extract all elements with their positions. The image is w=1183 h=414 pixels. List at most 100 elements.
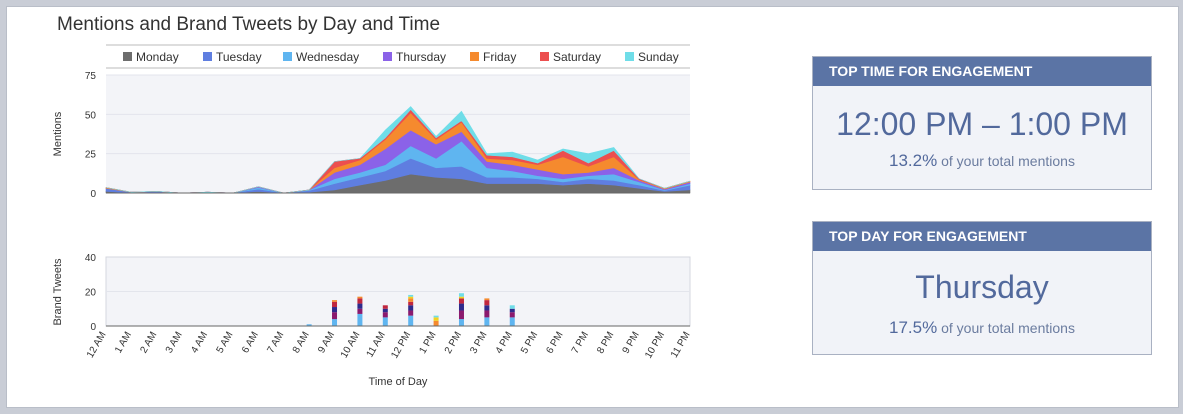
bar-segment <box>484 317 490 326</box>
bar-segment <box>382 305 388 309</box>
bar-segment <box>433 317 439 321</box>
bar-xtick-label: 12 AM <box>85 330 109 360</box>
bar-segment <box>332 312 338 320</box>
bar-segment <box>408 305 414 311</box>
bar-segment <box>509 312 515 318</box>
chart-title: Mentions and Brand Tweets by Day and Tim… <box>57 14 441 35</box>
bar-segment <box>357 313 363 326</box>
bar-segment <box>382 317 388 326</box>
area-ytick-label: 50 <box>85 110 97 121</box>
top-time-value: 12:00 PM – 1:00 PM <box>836 106 1128 142</box>
bar-xtick-label: 1 AM <box>113 330 134 355</box>
bar-xtick-label: 12 PM <box>389 330 413 361</box>
bar-segment <box>484 300 490 306</box>
bar-segment <box>382 308 388 313</box>
bar-ytick-label: 20 <box>85 288 97 299</box>
area-series-sunday <box>105 106 691 194</box>
top-day-percent: 17.5% <box>889 318 938 337</box>
top-day-card-header: TOP DAY FOR ENGAGEMENT <box>813 222 1151 251</box>
bar-xtick-label: 7 PM <box>570 330 591 356</box>
bar-xtick-label: 2 PM <box>443 330 464 356</box>
top-time-percent: 13.2% <box>889 151 938 170</box>
legend-swatch-saturday <box>540 52 549 61</box>
bar-xtick-label: 3 PM <box>468 330 489 356</box>
top-day-card: TOP DAY FOR ENGAGEMENT Thursday 17.5% of… <box>812 221 1152 355</box>
bar-segment <box>332 307 338 313</box>
bar-xtick-label: 11 AM <box>365 330 388 359</box>
bar-xtick-label: 10 AM <box>339 330 363 360</box>
bar-ytick-label: 40 <box>85 253 97 264</box>
bar-segment <box>357 308 363 314</box>
bar-segment <box>433 315 439 318</box>
legend-label-thursday: Thursday <box>396 50 446 64</box>
top-day-value: Thursday <box>915 269 1049 305</box>
bar-xtick-label: 10 PM <box>643 330 667 361</box>
bar-segment <box>458 319 464 326</box>
legend-swatch-thursday <box>383 52 392 61</box>
bar-segment <box>509 305 515 309</box>
area-ytick-label: 0 <box>90 189 96 200</box>
bar-segment <box>433 320 439 326</box>
bar-segment <box>382 312 388 318</box>
bar-segment <box>484 298 490 301</box>
bar-segment <box>306 324 312 326</box>
bar-xtick-label: 2 AM <box>138 330 159 355</box>
bar-xtick-label: 9 PM <box>621 330 642 356</box>
bar-segment <box>357 296 363 299</box>
bar-xtick-label: 6 PM <box>544 330 565 356</box>
bar-xlabel: Time of Day <box>369 376 428 388</box>
area-ytick-label: 75 <box>85 71 97 82</box>
bar-xtick-label: 6 AM <box>240 330 261 355</box>
bar-segment <box>458 296 464 299</box>
top-time-sub-label: of your total mentions <box>937 153 1075 169</box>
bar-xtick-label: 4 AM <box>189 330 210 355</box>
bar-segment <box>408 301 414 306</box>
bar-xtick-label: 4 PM <box>494 330 515 356</box>
bar-xtick-label: 8 AM <box>291 330 312 355</box>
bar-segment <box>484 305 490 311</box>
bar-segment <box>408 296 414 299</box>
legend-label-friday: Friday <box>483 50 516 64</box>
bar-segment <box>509 308 515 313</box>
bar-segment <box>332 319 338 326</box>
bar-segment <box>357 298 363 304</box>
top-day-subtext: 17.5% of your total mentions <box>813 318 1151 338</box>
bar-segment <box>458 310 464 320</box>
bar-ylabel: Brand Tweets <box>52 258 64 326</box>
bar-xtick-label: 5 PM <box>519 330 540 356</box>
bar-xtick-label: 11 PM <box>669 330 693 360</box>
legend-swatch-monday <box>123 52 132 61</box>
area-ylabel: Mentions <box>52 111 64 156</box>
bar-segment <box>332 300 338 302</box>
bar-xtick-label: 5 AM <box>215 330 236 355</box>
bar-xtick-label: 1 PM <box>417 330 438 356</box>
bar-ytick-label: 0 <box>90 322 96 333</box>
bar-segment <box>458 303 464 311</box>
bar-segment <box>357 303 363 309</box>
bar-segment <box>408 294 414 297</box>
bar-xtick-label: 3 AM <box>164 330 185 355</box>
bar-xtick-label: 7 AM <box>265 330 286 355</box>
bar-segment <box>408 315 414 326</box>
legend-swatch-tuesday <box>203 52 212 61</box>
bar-segment <box>332 301 338 308</box>
legend-label-monday: Monday <box>136 50 179 64</box>
legend-label-saturday: Saturday <box>553 50 601 64</box>
bar-segment <box>484 310 490 318</box>
legend-label-tuesday: Tuesday <box>216 50 262 64</box>
top-time-subtext: 13.2% of your total mentions <box>813 151 1151 171</box>
bar-segment <box>408 298 414 302</box>
top-time-card: TOP TIME FOR ENGAGEMENT 12:00 PM – 1:00 … <box>812 56 1152 190</box>
bar-segment <box>458 293 464 297</box>
top-time-card-header: TOP TIME FOR ENGAGEMENT <box>813 57 1151 86</box>
legend-swatch-wednesday <box>283 52 292 61</box>
bar-segment <box>509 317 515 326</box>
bar-xtick-label: 8 PM <box>595 330 616 356</box>
bar-segment <box>408 310 414 316</box>
top-day-sub-label: of your total mentions <box>937 320 1075 336</box>
area-ytick-label: 25 <box>85 150 97 161</box>
bar-segment <box>458 298 464 304</box>
legend-label-sunday: Sunday <box>638 50 679 64</box>
legend-label-wednesday: Wednesday <box>296 50 359 64</box>
